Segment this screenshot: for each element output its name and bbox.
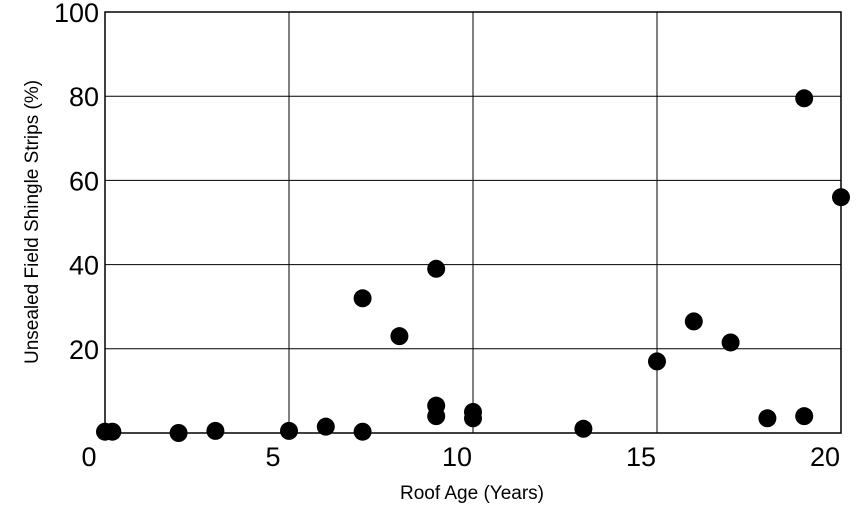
y-tick-labels: 20 40 60 80 100: [54, 0, 99, 365]
data-point: [427, 259, 446, 278]
x-tick-label: 20: [810, 442, 840, 472]
y-tick-label: 40: [69, 251, 99, 281]
data-points: [96, 89, 850, 442]
data-point: [464, 409, 482, 428]
data-point: [795, 89, 814, 108]
data-point: [832, 188, 850, 207]
data-point: [169, 424, 188, 442]
data-point: [684, 312, 703, 331]
x-tick-label: 10: [442, 442, 472, 472]
x-axis-label: Roof Age (Years): [400, 483, 544, 504]
x-tick-label: 15: [626, 442, 656, 472]
y-axis-label: Unsealed Field Shingle Strips (%): [22, 80, 43, 364]
data-point: [316, 417, 335, 436]
x-tick-labels: 0 5 10 15 20: [81, 442, 840, 472]
data-point: [795, 407, 814, 426]
y-tick-label: 20: [69, 335, 99, 365]
x-tick-label: 5: [265, 442, 280, 472]
y-tick-label: 60: [69, 166, 99, 196]
grid: [105, 12, 841, 433]
data-point: [353, 289, 372, 308]
data-point: [648, 352, 666, 371]
data-point: [390, 327, 409, 346]
data-point: [758, 409, 777, 428]
y-tick-label: 80: [69, 82, 99, 112]
x-tick-label: 0: [81, 442, 96, 472]
y-tick-label: 100: [54, 0, 99, 28]
data-point: [427, 407, 446, 426]
data-point: [280, 421, 298, 440]
data-point: [721, 333, 740, 352]
data-point: [103, 422, 122, 441]
data-point: [574, 419, 593, 438]
data-point: [353, 422, 372, 441]
data-point: [206, 421, 225, 440]
plot-frame: [104, 11, 842, 434]
